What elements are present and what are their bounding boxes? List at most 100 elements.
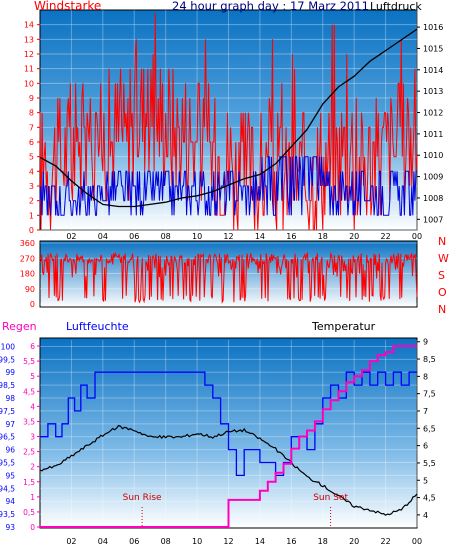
x-tick-label: 14 <box>255 537 265 546</box>
wind-tick-label: 3 <box>29 182 34 191</box>
x-tick-label: 20 <box>349 232 359 241</box>
rain-tick-label: 5,5 <box>23 357 35 366</box>
sun-set-label: Sun Set <box>313 493 348 503</box>
x-tick-label: 02 <box>66 232 76 241</box>
compass-label: O <box>438 286 447 299</box>
wind-tick-label: 5 <box>29 153 34 162</box>
direction-axis-ticks: 0 90 180 270 360 <box>20 239 35 309</box>
temperature-axis-ticks: 4 4,5 5 5,5 6 6,5 7 7,5 8 8,5 9 <box>417 338 436 520</box>
sun-rise-label: Sun Rise <box>123 493 162 503</box>
pressure-tick-label: 1011 <box>423 130 443 139</box>
temperature-tick-label: 7 <box>423 407 428 416</box>
x-tick-label: 02 <box>66 537 76 546</box>
temperature-tick-label: 8 <box>423 372 428 381</box>
temperature-tick-label: 5,5 <box>423 459 436 468</box>
wind-gust-series <box>39 156 417 216</box>
x-tick-label: 10 <box>192 232 202 241</box>
pressure-tick-label: 1010 <box>423 151 443 160</box>
wind-tick-label: 10 <box>24 79 34 88</box>
humidity-tick-label: 99 <box>5 368 15 377</box>
x-tick-label: 16 <box>286 232 296 241</box>
wind-tick-label: 1 <box>29 211 34 220</box>
regen-label: Regen <box>2 320 37 333</box>
pressure-tick-label: 1008 <box>423 194 443 203</box>
x-tick-label: 14 <box>255 232 265 241</box>
graph-title: 24 hour graph day : 17 Marz 2011 <box>172 0 369 13</box>
x-tick-label: 00 <box>412 232 422 241</box>
x-tick-label: 12 <box>223 232 233 241</box>
rain-tick-label: 0,5 <box>23 508 35 517</box>
rain-tick-label: 3 <box>30 433 35 442</box>
x-tick-label: 04 <box>98 537 108 546</box>
x-tick-label: 18 <box>318 232 328 241</box>
wind-tick-label: 11 <box>24 65 34 74</box>
wind-gust-line <box>39 156 417 216</box>
humidity-axis-ticks: 93 93,5 94 94,5 95 95,5 96 96,5 97 97,5 98 98,5 99 99… <box>0 342 15 532</box>
x-tick-label: 16 <box>286 537 296 546</box>
x-tick-label: 18 <box>318 537 328 546</box>
x-tick-label: 06 <box>129 537 139 546</box>
wind-tick-label: 13 <box>24 35 34 44</box>
humidity-tick-label: 97 <box>5 420 15 429</box>
wind-tick-label: 9 <box>29 94 34 103</box>
rain-tick-label: 4,5 <box>23 387 35 396</box>
direction-tick-label: 0 <box>30 300 35 309</box>
pressure-tick-label: 1009 <box>423 173 443 182</box>
pressure-tick-label: 1015 <box>423 44 443 53</box>
compass-label: N <box>438 303 446 316</box>
temperature-tick-label: 4,5 <box>423 494 436 503</box>
x-tick-label: 22 <box>380 232 390 241</box>
rain-tick-label: 1,5 <box>23 478 35 487</box>
humidity-tick-label: 93,5 <box>0 510 15 519</box>
x-tick-label: 06 <box>129 232 139 241</box>
wind-tick-label: 8 <box>29 109 34 118</box>
pressure-axis-ticks: 1007 1008 1009 1010 1011 1012 1013 1014 1015 1016 <box>417 23 443 224</box>
compass-label: W <box>438 252 449 265</box>
direction-tick-label: 180 <box>20 270 35 279</box>
x-tick-label: 08 <box>161 537 171 546</box>
wind-tick-label: 7 <box>29 123 34 132</box>
pressure-tick-label: 1014 <box>423 66 443 75</box>
humidity-line <box>40 371 417 477</box>
rain-tick-label: 6 <box>30 342 35 351</box>
temperature-tick-label: 4 <box>423 511 428 520</box>
temperatur-label: Temperatur <box>311 320 376 333</box>
rain-humidity-temp-panel: Sun Rise Sun Set 93 93,5 94 94,5 9 5 95,5 96 96,5… <box>0 320 436 546</box>
x-tick-label: 12 <box>223 537 233 546</box>
rain-tick-label: 2 <box>30 463 35 472</box>
humidity-tick-label: 98,5 <box>0 381 15 390</box>
humidity-tick-label: 94,5 <box>0 484 15 493</box>
wind-tick-label: 4 <box>29 167 34 176</box>
humidity-tick-label: 95,5 <box>0 459 15 468</box>
sun-markers: Sun Rise Sun Set <box>123 493 348 527</box>
wind-tick-label: 0 <box>29 226 34 235</box>
wind-direction-line <box>39 251 418 304</box>
rain-tick-label: 5 <box>30 372 35 381</box>
temperature-tick-label: 5 <box>423 476 428 485</box>
humidity-tick-label: 96 <box>5 446 15 455</box>
temperature-tick-label: 9 <box>423 338 428 347</box>
panel1-x-ticks: 02 04 06 08 10 12 14 16 18 20 22 00 <box>66 232 422 241</box>
direction-tick-label: 90 <box>25 285 35 294</box>
temperature-line <box>39 424 418 516</box>
humidity-tick-label: 94 <box>5 497 15 506</box>
wind-tick-label: 12 <box>24 50 34 59</box>
humidity-tick-label: 93 <box>5 523 15 532</box>
rain-tick-label: 3,5 <box>23 417 35 426</box>
pressure-tick-label: 1012 <box>423 109 443 118</box>
humidity-tick-label: 96,5 <box>0 433 15 442</box>
rain-tick-label: 1 <box>30 493 35 502</box>
rain-line <box>40 345 417 528</box>
humidity-tick-label: 98 <box>5 394 15 403</box>
direction-tick-label: 270 <box>20 254 35 263</box>
temperature-tick-label: 6,5 <box>423 424 436 433</box>
wind-tick-label: 6 <box>29 138 34 147</box>
rain-tick-label: 2,5 <box>23 448 35 457</box>
x-tick-label: 08 <box>161 232 171 241</box>
direction-tick-label: 360 <box>20 239 35 248</box>
panel1-bg <box>39 9 418 231</box>
